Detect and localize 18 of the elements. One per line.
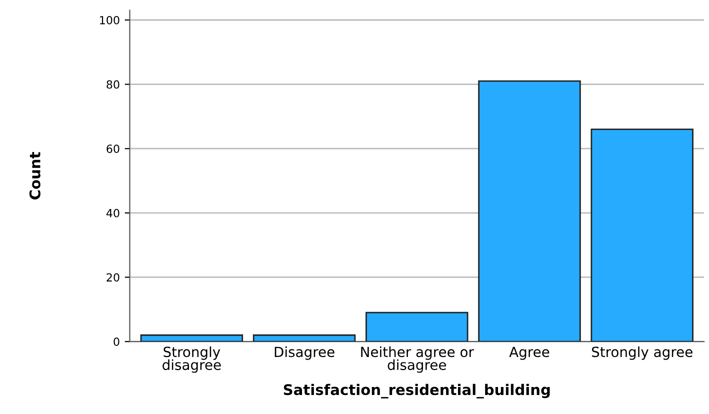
y-tick-label: 0	[114, 338, 120, 346]
x-tick-label: Neither agree or disagree	[361, 346, 474, 373]
y-tick-label: 100	[100, 16, 120, 24]
y-axis-title: Count	[29, 152, 40, 200]
x-tick-label: Strongly disagree	[162, 346, 221, 373]
bar	[252, 334, 356, 342]
y-tick-label: 40	[106, 208, 120, 218]
y-tick-label: 80	[106, 80, 120, 89]
x-tick-label: Disagree	[274, 346, 334, 360]
bar	[140, 334, 244, 342]
x-tick-label: Strongly agree	[592, 346, 692, 360]
x-axis-title: Satisfaction_residential_building	[284, 384, 550, 398]
y-tick-label: 20	[106, 273, 120, 282]
y-tick-label: 60	[106, 144, 120, 153]
bar	[366, 312, 468, 342]
x-tick-label: Agree	[509, 346, 550, 360]
bar	[478, 80, 581, 342]
bar	[590, 128, 694, 342]
